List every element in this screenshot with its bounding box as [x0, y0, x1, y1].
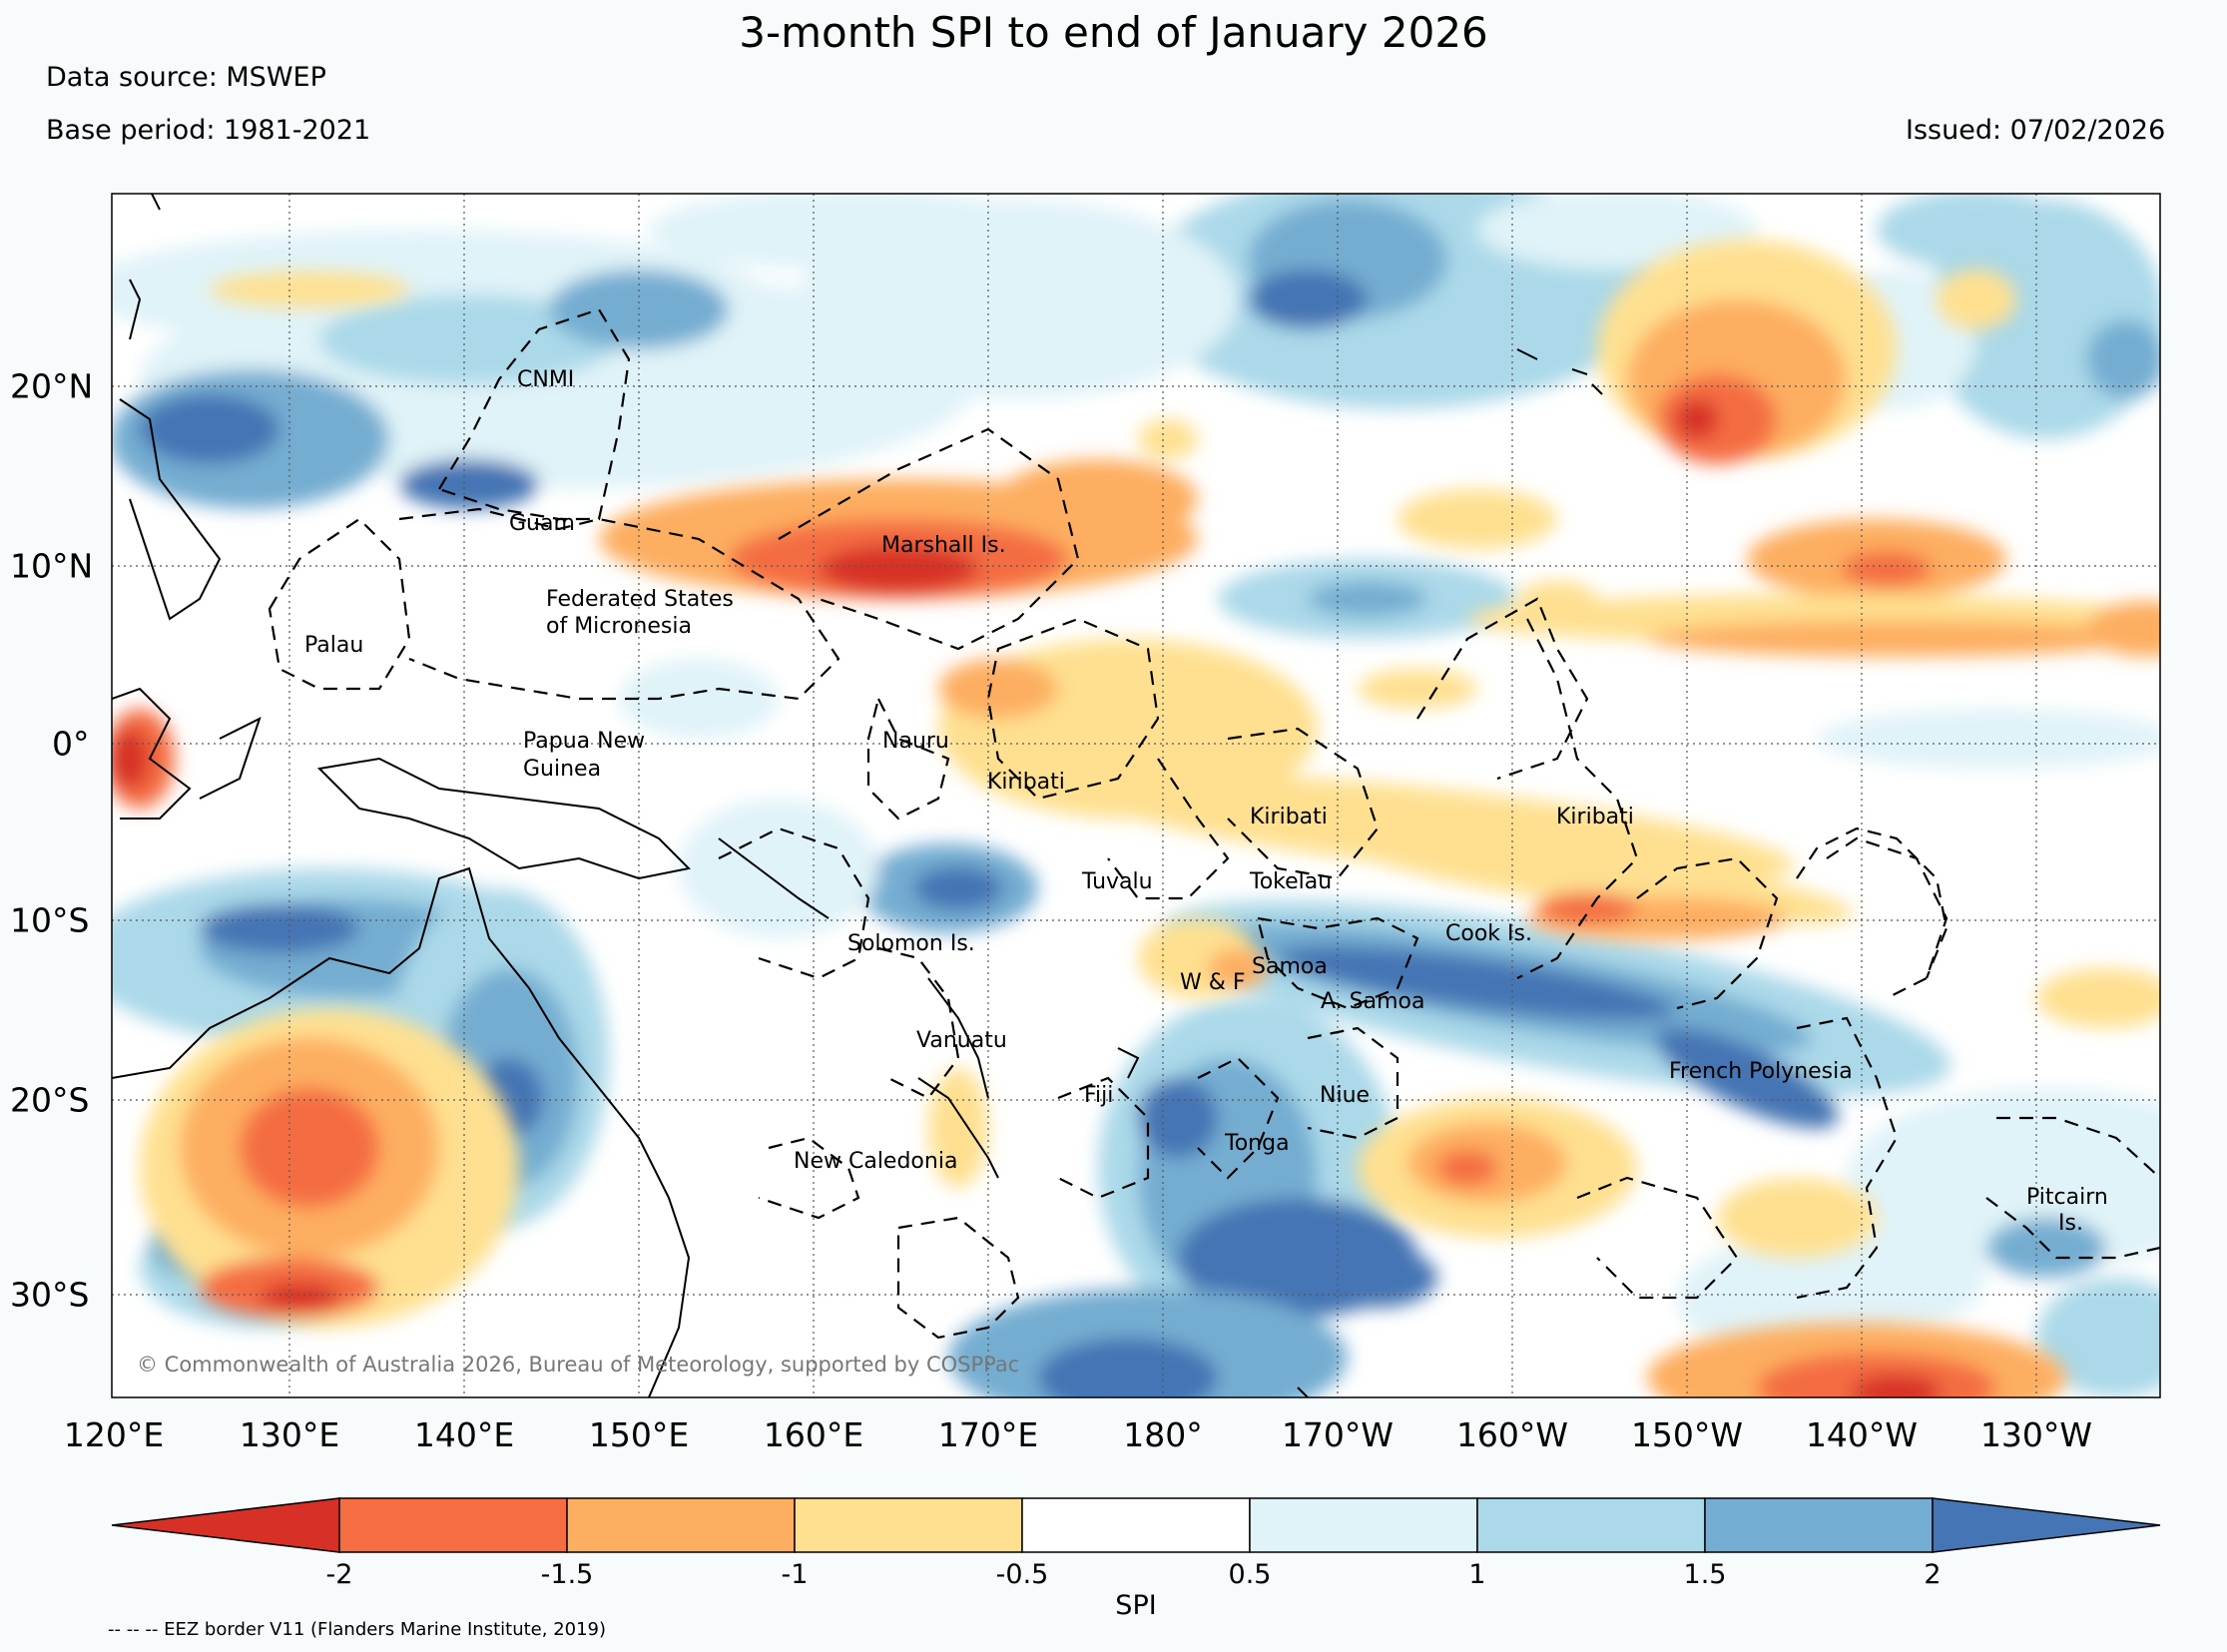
label-wallis-futuna: W & F [1180, 970, 1246, 995]
label-vanuatu: Vanuatu [916, 1028, 1007, 1053]
eez-footnote: -- -- -- EEZ border V11 (Flanders Marine… [108, 1619, 607, 1640]
lat-label: 20°N [10, 366, 94, 406]
colorbar-bin [1476, 1497, 1706, 1553]
label-fsm-1: Federated States [546, 587, 734, 612]
graticule [112, 194, 2160, 1397]
label-marshall: Marshall Is. [881, 533, 1006, 558]
label-samoa: Samoa [1252, 954, 1328, 979]
colorbar-bin [338, 1497, 568, 1553]
lon-label: 140°W [1805, 1415, 1919, 1454]
map-frame [111, 193, 2161, 1398]
label-png-2: Guinea [523, 757, 601, 782]
lon-label: 120°E [63, 1415, 165, 1454]
label-tonga: Tonga [1224, 1131, 1290, 1156]
lon-label: 180° [1123, 1415, 1203, 1454]
label-tokelau: Tokelau [1249, 869, 1332, 894]
dry-anomaly-layer [112, 240, 2160, 1397]
label-guam: Guam [509, 511, 575, 536]
label-kiribati-west: Kiribati [987, 770, 1065, 795]
colorbar-bin [1021, 1497, 1251, 1553]
label-new-caledonia: New Caledonia [794, 1149, 957, 1174]
map-title: 3-month SPI to end of January 2026 [739, 8, 1488, 57]
colorbar-tick: 1 [1468, 1559, 1486, 1590]
colorbar-bin [1704, 1497, 1934, 1553]
label-pitcairn-1: Pitcairn [2026, 1185, 2108, 1210]
label-fiji: Fiji [1084, 1083, 1113, 1108]
label-american-samoa: A. Samoa [1321, 989, 1424, 1014]
label-french-polynesia: French Polynesia [1669, 1059, 1853, 1084]
colorbar [111, 1497, 2161, 1553]
label-nauru: Nauru [882, 729, 949, 754]
label-niue: Niue [1320, 1083, 1370, 1108]
lat-label: 20°S [10, 1080, 90, 1120]
label-kiribati-central: Kiribati [1250, 805, 1328, 829]
lon-label: 160°E [763, 1415, 864, 1454]
colorbar-extend-low [111, 1497, 340, 1553]
eez-borders [268, 307, 2160, 1340]
colorbar-tick: -2 [325, 1559, 353, 1590]
colorbar-tick: -1.5 [540, 1559, 594, 1590]
label-kiribati-east: Kiribati [1556, 805, 1634, 829]
label-cnmi: CNMI [517, 367, 574, 392]
colorbar-tick: -1 [781, 1559, 809, 1590]
colorbar-tick: -0.5 [995, 1559, 1049, 1590]
colorbar-bin [794, 1497, 1023, 1553]
base-period: Base period: 1981-2021 [46, 115, 371, 146]
lon-label: 170°W [1281, 1415, 1394, 1454]
coastlines [112, 194, 1603, 1397]
colorbar-title: SPI [1115, 1590, 1157, 1621]
lat-label: 30°S [10, 1275, 90, 1315]
data-source: Data source: MSWEP [46, 62, 326, 93]
lon-label: 140°E [413, 1415, 515, 1454]
lon-label: 170°E [937, 1415, 1039, 1454]
lat-label: 10°S [10, 900, 90, 940]
label-tuvalu: Tuvalu [1081, 869, 1153, 894]
issued-date: Issued: 07/02/2026 [1906, 115, 2166, 146]
colorbar-bin [1249, 1497, 1478, 1553]
colorbar-tick: 0.5 [1228, 1559, 1272, 1590]
lon-label: 150°W [1630, 1415, 1744, 1454]
lat-label: 10°N [10, 546, 94, 586]
lon-label: 150°E [588, 1415, 690, 1454]
label-png-1: Papua New [523, 729, 645, 754]
label-pitcairn-2: Is. [2058, 1211, 2083, 1236]
colorbar-tick: 2 [1924, 1559, 1942, 1590]
label-fsm-2: of Micronesia [546, 614, 692, 639]
colorbar-bin [566, 1497, 796, 1553]
lon-label: 130°E [239, 1415, 340, 1454]
colorbar-tick: 1.5 [1683, 1559, 1727, 1590]
label-palau: Palau [304, 633, 363, 658]
region-labels: CNMI Guam Federated States of Micronesia… [137, 367, 2108, 1377]
colorbar-extend-high [1932, 1497, 2161, 1553]
lat-label: 0° [52, 724, 90, 764]
lon-label: 160°W [1455, 1415, 1569, 1454]
copyright-notice: © Commonwealth of Australia 2026, Bureau… [137, 1353, 1019, 1377]
label-cook: Cook Is. [1445, 921, 1532, 946]
label-solomon: Solomon Is. [847, 931, 975, 956]
lon-label: 130°W [1979, 1415, 2093, 1454]
